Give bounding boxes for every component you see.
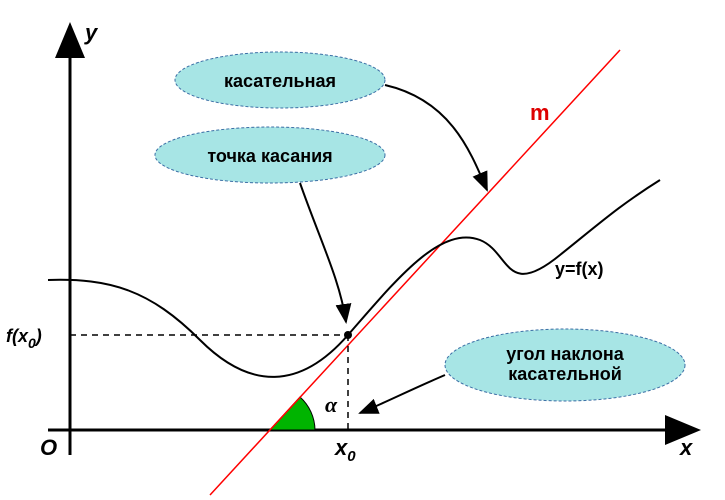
y-axis-label: y xyxy=(84,20,99,45)
x0-label: x0 xyxy=(334,435,356,465)
diagram-canvas: касательная точка касания угол наклона к… xyxy=(0,0,725,500)
origin-label: O xyxy=(40,435,57,460)
callout-point-arrow xyxy=(300,183,346,322)
callout-point-text: точка касания xyxy=(207,146,332,166)
callout-angle-arrow xyxy=(360,375,445,413)
x-axis-label: x xyxy=(679,435,693,460)
curve-label: y=f(x) xyxy=(555,259,604,279)
callout-tangent-text: касательная xyxy=(224,71,336,91)
tangent-point-marker xyxy=(344,331,352,339)
callout-angle-text1: угол наклона xyxy=(506,344,624,364)
angle-marker xyxy=(270,397,315,430)
alpha-label: α xyxy=(325,392,338,417)
m-label: m xyxy=(530,100,550,125)
callout-angle-text2: касательной xyxy=(508,364,622,384)
callout-tangent-arrow xyxy=(385,85,487,190)
fx0-label: f(x0) xyxy=(6,326,42,351)
